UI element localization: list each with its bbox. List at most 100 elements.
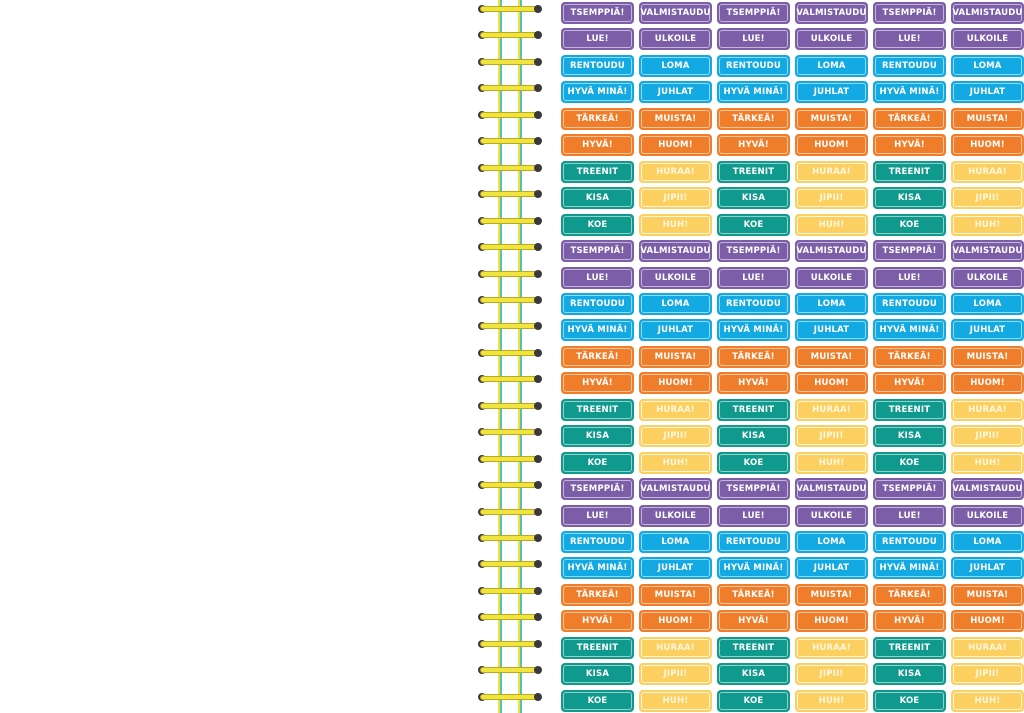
sticker-label: HUOM! bbox=[951, 372, 1024, 394]
sticker-label: HYVÄ! bbox=[873, 372, 946, 394]
sticker-text: JUHLAT bbox=[657, 563, 694, 573]
ring-wire bbox=[480, 456, 540, 462]
sticker-border bbox=[563, 295, 632, 313]
sticker-label: HUOM! bbox=[951, 134, 1024, 156]
sticker-label: HURAA! bbox=[951, 161, 1024, 183]
sticker-border bbox=[719, 189, 788, 207]
sticker-label: TSEMPPIÄ! bbox=[717, 240, 790, 262]
sticker-border bbox=[797, 110, 866, 128]
punch-hole bbox=[534, 613, 542, 621]
sticker-label: HYVÄ MINÄ! bbox=[873, 319, 946, 341]
sticker-text: TÄRKEÄ! bbox=[888, 590, 931, 600]
punch-hole bbox=[534, 217, 542, 225]
sticker-border bbox=[641, 4, 710, 22]
sticker-border bbox=[563, 507, 632, 525]
punch-hole bbox=[534, 560, 542, 568]
sticker-label: KOE bbox=[873, 690, 946, 712]
sticker-label: RENTOUDU bbox=[873, 55, 946, 77]
sticker-border bbox=[641, 295, 710, 313]
sticker-label: VALMISTAUDU bbox=[951, 2, 1024, 24]
spiral-ring bbox=[478, 585, 542, 597]
sticker-border bbox=[719, 427, 788, 445]
sticker-border bbox=[875, 586, 944, 604]
sticker-label: KOE bbox=[717, 690, 790, 712]
sticker-label: TSEMPPIÄ! bbox=[561, 240, 634, 262]
spiral-ring bbox=[478, 611, 542, 623]
punch-hole bbox=[534, 84, 542, 92]
sticker-border bbox=[875, 559, 944, 577]
sticker-border bbox=[797, 189, 866, 207]
sticker-text: HUH! bbox=[974, 458, 1001, 468]
sticker-label: HYVÄ MINÄ! bbox=[873, 557, 946, 579]
sticker-label: RENTOUDU bbox=[717, 55, 790, 77]
sticker-border bbox=[563, 163, 632, 181]
sticker-label: VALMISTAUDU bbox=[639, 240, 712, 262]
punch-hole bbox=[534, 164, 542, 172]
sticker-text: LOMA bbox=[661, 537, 690, 547]
sticker-text: JUHLAT bbox=[969, 87, 1006, 97]
spiral-ring bbox=[478, 664, 542, 676]
sticker-label: ULKOILE bbox=[795, 28, 868, 50]
sticker-label: HYVÄ! bbox=[717, 134, 790, 156]
sticker-label: KISA bbox=[561, 663, 634, 685]
sticker-text: HYVÄ MINÄ! bbox=[567, 563, 628, 573]
sticker-text: LOMA bbox=[973, 299, 1002, 309]
sticker-text: HURAA! bbox=[656, 643, 695, 653]
sticker-border bbox=[875, 533, 944, 551]
sticker-label: HUOM! bbox=[639, 610, 712, 632]
sticker-border bbox=[797, 374, 866, 392]
sticker-label: HUH! bbox=[639, 452, 712, 474]
sticker-text: HYVÄ! bbox=[582, 140, 613, 150]
sticker-text: JIPII! bbox=[663, 193, 688, 203]
sticker-border bbox=[953, 163, 1022, 181]
sticker-border bbox=[875, 30, 944, 48]
sticker-text: VALMISTAUDU bbox=[952, 246, 1023, 256]
sticker-border bbox=[953, 216, 1022, 234]
sticker-text: MUISTA! bbox=[966, 352, 1009, 362]
sticker-label: VALMISTAUDU bbox=[639, 478, 712, 500]
sticker-label: HYVÄ MINÄ! bbox=[561, 557, 634, 579]
sticker-text: JIPII! bbox=[663, 431, 688, 441]
sticker-text: TÄRKEÄ! bbox=[888, 114, 931, 124]
sticker-border bbox=[875, 216, 944, 234]
sticker-label: LUE! bbox=[873, 267, 946, 289]
sticker-border bbox=[563, 189, 632, 207]
sticker-label: ULKOILE bbox=[951, 505, 1024, 527]
ring-wire bbox=[480, 138, 540, 144]
sticker-border bbox=[953, 4, 1022, 22]
sticker-border bbox=[875, 189, 944, 207]
sticker-border bbox=[875, 374, 944, 392]
sticker-border bbox=[875, 480, 944, 498]
spiral-ring bbox=[478, 215, 542, 227]
sticker-label: LUE! bbox=[717, 267, 790, 289]
sticker-border bbox=[953, 269, 1022, 287]
sticker-text: TÄRKEÄ! bbox=[732, 352, 775, 362]
sticker-border bbox=[797, 427, 866, 445]
sticker-label: KISA bbox=[561, 425, 634, 447]
sticker-border bbox=[953, 57, 1022, 75]
sticker-border bbox=[797, 163, 866, 181]
sticker-label: TREENIT bbox=[873, 399, 946, 421]
sticker-label: LUE! bbox=[873, 28, 946, 50]
sticker-label: HURAA! bbox=[951, 637, 1024, 659]
sticker-label: LUE! bbox=[561, 28, 634, 50]
sticker-label: HUH! bbox=[795, 452, 868, 474]
sticker-border bbox=[563, 269, 632, 287]
sticker-text: MUISTA! bbox=[966, 114, 1009, 124]
spiral-ring bbox=[478, 3, 542, 15]
sticker-label: LUE! bbox=[717, 505, 790, 527]
sticker-border bbox=[641, 374, 710, 392]
sticker-border bbox=[641, 692, 710, 710]
punch-hole bbox=[534, 270, 542, 278]
sticker-label: TREENIT bbox=[561, 637, 634, 659]
sticker-text: KISA bbox=[897, 193, 922, 203]
sticker-text: JIPII! bbox=[663, 669, 688, 679]
sticker-label: HYVÄ! bbox=[717, 372, 790, 394]
sticker-text: JUHLAT bbox=[813, 563, 850, 573]
sticker-label: HYVÄ! bbox=[717, 610, 790, 632]
sticker-border bbox=[953, 401, 1022, 419]
sticker-border bbox=[797, 533, 866, 551]
sticker-border bbox=[953, 533, 1022, 551]
sticker-text: HUOM! bbox=[970, 378, 1005, 388]
